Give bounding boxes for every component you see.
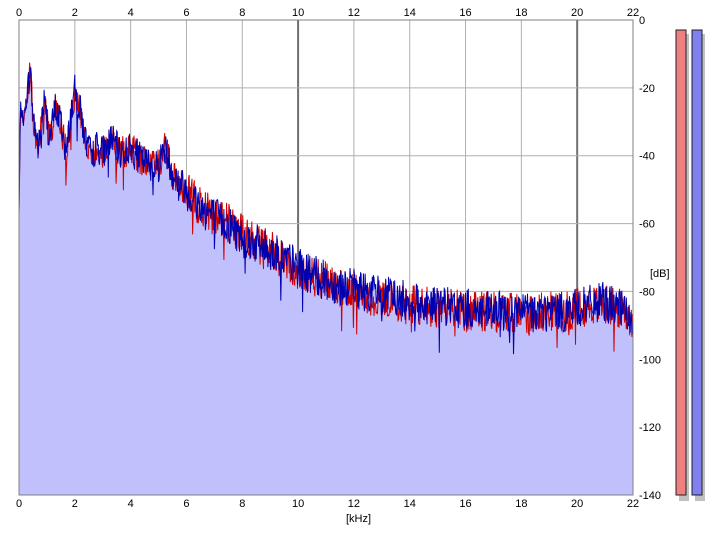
x-tick-label-top: 22	[627, 7, 639, 19]
x-tick-label-top: 16	[459, 7, 471, 19]
x-tick-label-top: 2	[72, 7, 78, 19]
x-tick-labels-bottom: 0 2 4 6 8 10 12 14 16 18 20 22	[16, 498, 639, 510]
y-tick-label: 0	[639, 15, 645, 27]
y-axis-label: [dB]	[650, 268, 670, 280]
x-tick-label-bottom: 0	[16, 498, 22, 510]
x-tick-label-top: 12	[348, 7, 360, 19]
x-tick-label-top: 4	[128, 7, 134, 19]
x-tick-labels-top: 0 2 4 6 8 10 12 14 16 18 20 22	[16, 7, 639, 19]
y-tick-label: -120	[639, 422, 661, 434]
x-tick-label-bottom: 8	[239, 498, 245, 510]
level-meter-right	[691, 29, 703, 496]
x-tick-label-bottom: 14	[404, 498, 416, 510]
x-tick-label-bottom: 20	[571, 498, 583, 510]
level-meters	[675, 29, 705, 501]
y-tick-label: -40	[639, 151, 655, 163]
x-tick-label-top: 18	[515, 7, 527, 19]
y-tick-label: -60	[639, 219, 655, 231]
x-axis-label: [kHz]	[346, 513, 371, 525]
x-tick-label-bottom: 6	[183, 498, 189, 510]
x-tick-label-bottom: 22	[627, 498, 639, 510]
series-lines	[18, 62, 634, 355]
x-tick-label-top: 14	[404, 7, 416, 19]
y-tick-label: -140	[639, 490, 661, 502]
x-tick-label-bottom: 10	[292, 498, 304, 510]
x-tick-label-bottom: 16	[459, 498, 471, 510]
x-tick-label-bottom: 4	[128, 498, 134, 510]
x-tick-label-top: 6	[183, 7, 189, 19]
series-line-blue	[18, 67, 634, 355]
y-tick-label: -100	[639, 354, 661, 366]
x-tick-label-top: 8	[239, 7, 245, 19]
level-meter-left	[675, 29, 687, 496]
x-tick-label-top: 20	[571, 7, 583, 19]
y-tick-labels: 0 -20 -40 -60 -80 -100 -120 -140	[639, 15, 661, 502]
x-tick-label-top: 10	[292, 7, 304, 19]
plot-border	[18, 19, 634, 496]
x-tick-label-bottom: 12	[348, 498, 360, 510]
x-tick-label-bottom: 2	[72, 498, 78, 510]
y-tick-label: -80	[639, 286, 655, 298]
x-tick-label-bottom: 18	[515, 498, 527, 510]
y-tick-label: -20	[639, 83, 655, 95]
x-tick-label-top: 0	[16, 7, 22, 19]
